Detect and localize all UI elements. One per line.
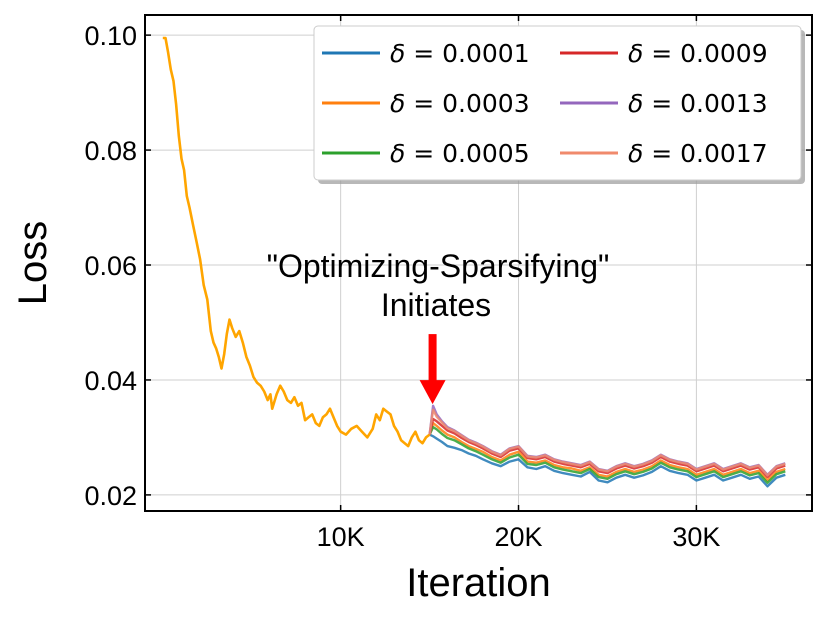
legend-label: δ = 0.0001	[390, 39, 530, 68]
legend-item: δ = 0.0003	[322, 89, 530, 118]
x-tick-label: 30K	[672, 522, 720, 552]
legend-box	[313, 25, 802, 181]
legend-label: δ = 0.0009	[628, 39, 768, 68]
legend-value: = 0.0005	[405, 139, 529, 168]
plot-frame	[144, 14, 813, 512]
legend-delta-symbol: δ	[390, 139, 405, 168]
legend-delta-symbol: δ	[628, 89, 643, 118]
series-line-5	[428, 408, 786, 477]
annotation-line-1: "Optimizing-Sparsifying"	[267, 248, 610, 284]
legend-delta-symbol: δ	[390, 89, 405, 118]
legend-value: = 0.0003	[405, 89, 529, 118]
legend-delta-symbol: δ	[628, 139, 643, 168]
x-tick-label: 20K	[494, 522, 542, 552]
legend-value: = 0.0001	[405, 39, 529, 68]
x-tick-label: 10K	[317, 522, 365, 552]
tick-layer: 10K 20K 30K 0.02 0.04 0.06 0.08 0.10	[84, 15, 812, 552]
annotation-arrow	[419, 334, 446, 405]
legend-item: δ = 0.0001	[322, 39, 530, 68]
legend-value: = 0.0013	[643, 89, 767, 118]
arrow-shaft	[428, 334, 437, 383]
legend-item: δ = 0.0005	[322, 139, 530, 168]
y-tick-label: 0.08	[84, 136, 137, 166]
y-tick-label: 0.10	[84, 21, 137, 51]
legend-label: δ = 0.0013	[628, 89, 768, 118]
y-axis-title: Loss	[11, 221, 55, 306]
annotation: "Optimizing-Sparsifying" Initiates	[267, 248, 610, 405]
y-tick-label: 0.02	[84, 481, 137, 511]
series-line-2	[428, 425, 786, 484]
legend-value: = 0.0009	[643, 39, 767, 68]
legend-label: δ = 0.0017	[628, 139, 768, 168]
annotation-line-2: Initiates	[381, 287, 491, 323]
series-line-0	[429, 433, 786, 488]
legend-item: δ = 0.0009	[560, 39, 768, 68]
shared-series-line	[162, 36, 431, 448]
x-axis-title: Iteration	[406, 561, 551, 605]
series-layer	[162, 36, 786, 488]
legend-delta-symbol: δ	[628, 39, 643, 68]
legend-item: δ = 0.0017	[560, 139, 768, 168]
y-tick-label: 0.04	[84, 366, 137, 396]
arrow-head	[419, 380, 446, 405]
series-line-4	[428, 404, 786, 476]
series-line-1	[428, 421, 786, 482]
legend-label: δ = 0.0005	[390, 139, 530, 168]
y-tick-label: 0.06	[84, 251, 137, 281]
legend-delta-symbol: δ	[390, 39, 405, 68]
legend-label: δ = 0.0003	[390, 89, 530, 118]
series-line-3	[428, 417, 786, 479]
legend-value: = 0.0017	[643, 139, 767, 168]
legend-item: δ = 0.0013	[560, 89, 768, 118]
